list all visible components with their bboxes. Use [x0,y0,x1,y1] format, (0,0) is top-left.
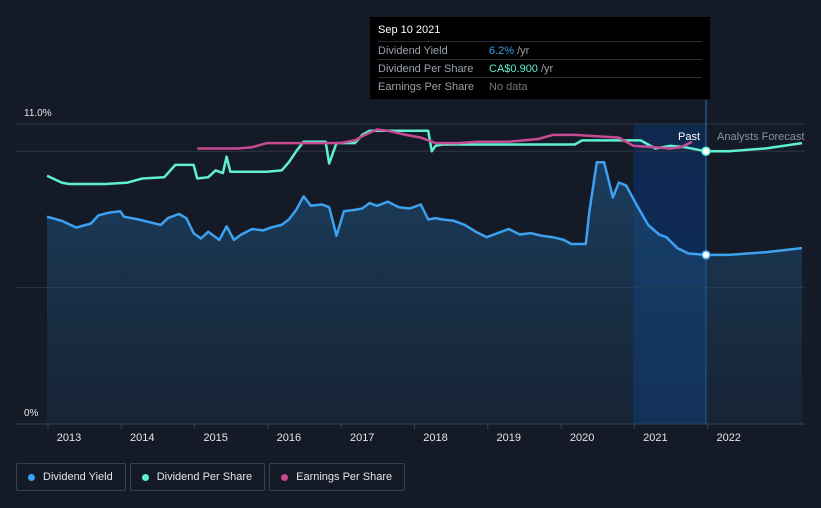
chart-markers [701,146,711,260]
tooltip-label: Dividend Yield [378,44,448,57]
tooltip-value: No data [489,80,528,93]
x-tick-label: 2014 [130,432,154,444]
x-tick-label: 2016 [277,432,301,444]
tooltip-unit: /yr [517,44,530,57]
dividend-yield-marker [701,250,711,260]
x-tick-label: 2022 [716,432,740,444]
hover-tooltip: Sep 10 2021 Dividend Yield 6.2% /yr Divi… [370,17,710,99]
x-tick-label: 2020 [570,432,594,444]
y-axis-top-label: 11.0% [24,108,52,119]
dividend-yield-area [47,162,802,424]
legend-dot-icon [141,473,149,481]
tooltip-label: Dividend Per Share [378,62,474,75]
dividend-yield-line [46,160,803,257]
tooltip-label: Earnings Per Share [378,80,474,93]
y-axis-bottom-label: 0% [24,408,39,419]
legend-label: Dividend Per Share [156,471,253,483]
x-tick-label: 2015 [203,432,227,444]
tooltip-row-earnings-per-share: Earnings Per Share No data [378,77,702,95]
tooltip-date: Sep 10 2021 [378,24,441,36]
chart-lines [46,128,803,257]
tooltip-row-dividend-yield: Dividend Yield 6.2% /yr [378,41,702,59]
x-tick-label: 2019 [497,432,521,444]
dividend-per-share-line [46,129,803,186]
legend-item-dividend-yield[interactable]: Dividend Yield [16,463,126,491]
tooltip-value: 6.2% [489,44,515,57]
dividend-per-share-marker [701,146,711,157]
past-label: Past [678,131,700,143]
legend-label: Earnings Per Share [296,471,393,483]
legend-dot-icon [28,473,35,481]
earnings-per-share-line [197,128,693,150]
forecast-label: Analysts Forecast [717,131,804,143]
chart-legend: Dividend Yield Dividend Per Share Earnin… [16,463,406,491]
legend-item-earnings-per-share[interactable]: Earnings Per Share [269,463,406,491]
x-tick-label: 2021 [643,432,667,444]
tooltip-value: CA$0.900 [489,62,538,75]
x-tick-label: 2017 [350,432,374,444]
legend-dot-icon [281,473,289,481]
x-tick-label: 2013 [57,432,81,444]
tooltip-row-dividend-per-share: Dividend Per Share CA$0.900 /yr [378,59,702,77]
tooltip-unit: /yr [540,62,554,75]
x-axis: 2013 2014 2015 2016 2017 2018 2019 2020 2021 2022 [47,424,741,444]
chart-areas [47,162,802,424]
legend-item-dividend-per-share[interactable]: Dividend Per Share [129,463,266,491]
legend-label: Dividend Yield [43,471,113,483]
x-tick-label: 2018 [423,432,447,444]
